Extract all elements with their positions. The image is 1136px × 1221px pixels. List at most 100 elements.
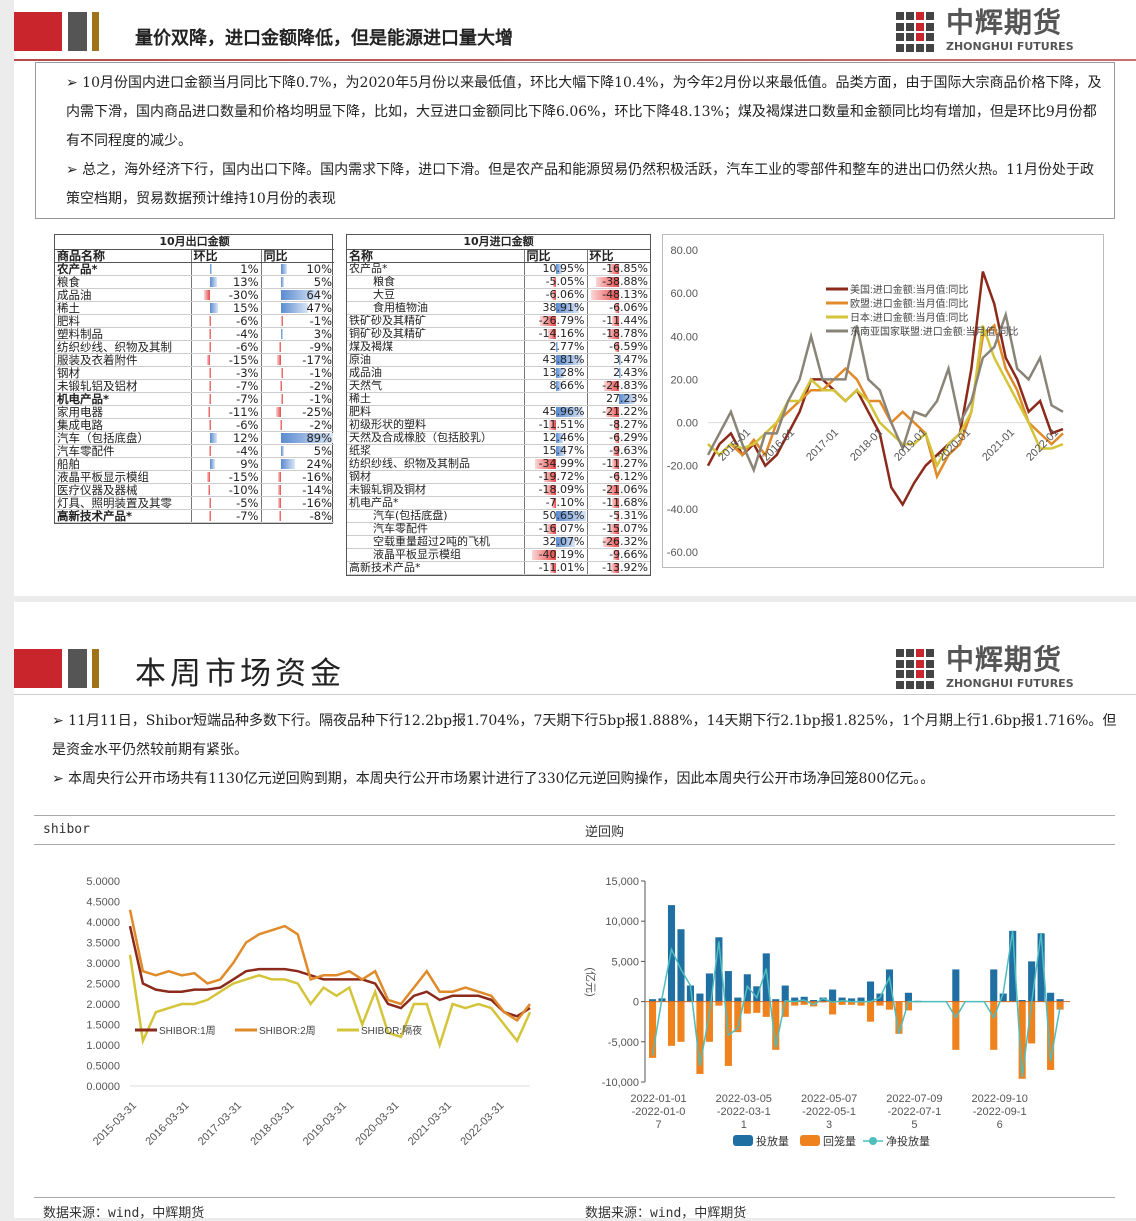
bar-injection	[677, 929, 685, 1002]
data-bar	[280, 263, 287, 274]
value-cell: 1%	[190, 262, 261, 276]
data-bar	[612, 315, 619, 326]
value-text: -9%	[309, 340, 333, 353]
item-name: 高新技术产品*	[347, 561, 524, 575]
value-text: -8%	[309, 509, 333, 522]
value-cell: -4%	[190, 444, 261, 458]
value-text: 47%	[306, 301, 333, 314]
y-tick-label: -20.00	[667, 461, 698, 473]
data-bar	[280, 315, 283, 326]
data-bar	[210, 458, 215, 469]
value-text: 24%	[306, 457, 333, 470]
value-cell: 12%	[190, 431, 261, 445]
item-name: 纺织纱线、织物及其制品	[347, 457, 524, 471]
value-cell: 27.23%	[586, 392, 651, 406]
value-cell: -15%	[190, 470, 261, 484]
value-cell: -34.99%	[523, 457, 587, 471]
table-row: 汽车零配件 -16.07% -15.07%	[347, 522, 651, 536]
item-name: 粮食	[55, 275, 191, 289]
data-bar	[615, 302, 619, 313]
data-bar	[280, 289, 318, 300]
y-tick-label: -10,000	[602, 1077, 639, 1089]
value-cell: -11.68%	[586, 496, 651, 510]
series-line	[707, 323, 1064, 480]
bar-withdrawal	[952, 1001, 960, 1050]
bar-injection	[1047, 992, 1055, 1002]
x-tick-label: 2022-07-09	[886, 1093, 942, 1105]
y-tick-label: 4.5000	[86, 897, 120, 909]
logo-text: 中辉期货	[946, 6, 1063, 39]
import-table: 10月进口金额 名称 同比 环比 农产品* 10.95% -16.85% 粮食 -5.05% -3…	[346, 234, 651, 576]
data-bar	[280, 367, 283, 378]
y-tick-label: 5.0000	[86, 876, 120, 888]
value-text: 89%	[306, 431, 333, 444]
value-cell: -2%	[260, 418, 335, 432]
value-cell: -16%	[260, 470, 335, 484]
header-divider	[14, 59, 1136, 61]
bar-withdrawal	[781, 1001, 789, 1017]
value-text: -5.05%	[545, 275, 585, 288]
data-bar	[619, 354, 622, 365]
value-text: -9.63%	[609, 444, 649, 457]
value-text: -2%	[309, 418, 333, 431]
data-bar	[607, 328, 619, 339]
data-bar	[544, 471, 556, 482]
item-name: 汽车零配件	[347, 522, 524, 536]
value-text: -7%	[236, 509, 259, 522]
table: 10月出口金额 商品名称 环比 同比 农产品* 1% 10% 粮食 13% 5% 成品油 -30% 64…	[55, 235, 335, 523]
item-name: 钢材	[347, 470, 524, 484]
x-tick-label: -2022-03-1	[717, 1106, 771, 1118]
value-text: -16.07%	[538, 522, 585, 535]
table-row: 液晶平板显示模组 -40.19% -9.66%	[347, 548, 651, 562]
table-row: 汽车(包括底盘) 50.65% -5.31%	[347, 509, 651, 523]
data-bar	[549, 562, 556, 573]
value-text: -9.66%	[609, 548, 649, 561]
x-tick-label: 7	[655, 1119, 661, 1131]
bar-injection	[791, 997, 799, 1002]
table-row: 汽车（包括底盘） 12% 89%	[55, 431, 335, 445]
table-row: 铜矿砂及其精矿 -14.16% -18.78%	[347, 327, 651, 341]
y-tick-label: 0	[633, 997, 639, 1009]
item-name: 空载重量超过2吨的飞机	[347, 535, 524, 549]
table-row: 纸浆 15.47% -9.63%	[347, 444, 651, 458]
data-bar	[208, 484, 211, 495]
data-bar	[210, 432, 217, 443]
data-bar	[556, 380, 562, 391]
data-bar	[613, 549, 619, 560]
bar-withdrawal	[895, 1001, 903, 1034]
y-tick-label: 4.0000	[86, 917, 120, 929]
bar-injection	[800, 996, 808, 1002]
header-red-block	[14, 649, 62, 688]
data-bar	[204, 289, 210, 300]
table-row: 未锻轧铝及铝材 -7% -2%	[55, 379, 335, 393]
bar-withdrawal	[885, 1001, 894, 1010]
column-header: 商品名称	[55, 249, 191, 263]
data-bar	[535, 458, 556, 469]
bar-withdrawal	[1047, 1001, 1055, 1070]
legend-label: 日本:进口金额:当月值:同比	[850, 311, 968, 324]
legend-label: SHIBOR:2周	[259, 1025, 316, 1037]
value-text: -15%	[228, 470, 259, 483]
value-cell: -24.83%	[586, 379, 651, 393]
value-cell: 64%	[260, 288, 335, 302]
item-name: 液晶平板显示模组	[347, 548, 524, 562]
bar-withdrawal	[649, 1001, 657, 1058]
item-name: 稀土	[347, 392, 524, 406]
item-name: 天然及合成橡胶（包括胶乳）	[347, 431, 524, 445]
logo-mark-icon	[896, 12, 936, 52]
data-bar	[556, 510, 586, 521]
value-text: -5%	[236, 496, 259, 509]
series-line	[128, 909, 531, 1023]
data-bar	[556, 445, 566, 456]
value-text: 32.07%	[542, 535, 585, 548]
value-text: -16.85%	[602, 262, 649, 275]
data-bar	[280, 458, 295, 469]
data-bar	[280, 380, 283, 391]
logo-subtext: ZHONGHUI FUTURES	[946, 677, 1074, 690]
value-text: -14%	[302, 483, 333, 496]
value-text: 5%	[313, 275, 333, 288]
y-tick-label: 15,000	[605, 876, 639, 888]
value-text: -16%	[302, 470, 333, 483]
value-text: 2.43%	[613, 366, 649, 379]
x-tick-label: -2022-01-0	[632, 1106, 686, 1118]
